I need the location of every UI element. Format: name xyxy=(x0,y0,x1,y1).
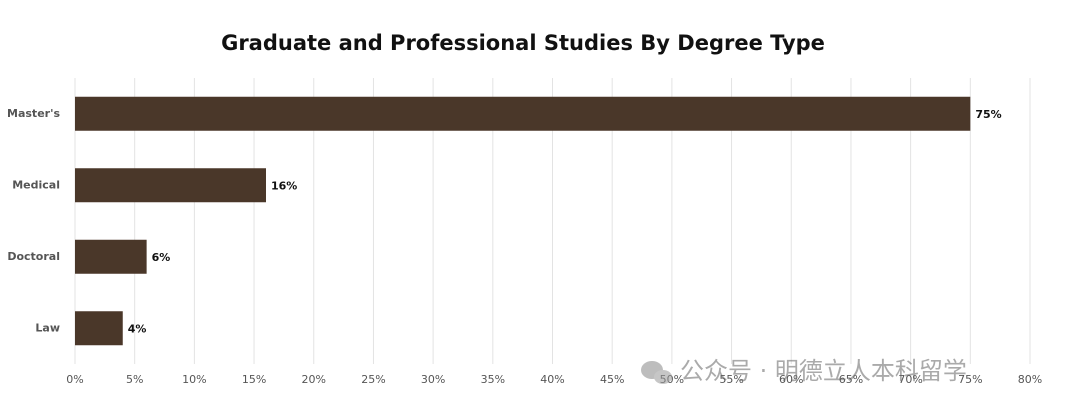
x-tick-label: 55% xyxy=(719,373,743,386)
chart-title: Graduate and Professional Studies By Deg… xyxy=(221,31,825,55)
x-tick-label: 30% xyxy=(421,373,445,386)
data-label: 4% xyxy=(128,322,147,335)
x-tick-label: 60% xyxy=(779,373,803,386)
x-tick-label: 0% xyxy=(66,373,83,386)
x-tick-label: 10% xyxy=(182,373,206,386)
y-tick-label: Medical xyxy=(12,178,60,191)
x-tick-label: 65% xyxy=(839,373,863,386)
x-tick-label: 20% xyxy=(302,373,326,386)
x-tick-label: 25% xyxy=(361,373,385,386)
x-tick-label: 5% xyxy=(126,373,143,386)
x-tick-label: 75% xyxy=(958,373,982,386)
x-tick-label: 70% xyxy=(898,373,922,386)
x-tick-label: 15% xyxy=(242,373,266,386)
bar xyxy=(75,311,123,346)
x-tick-label: 35% xyxy=(481,373,505,386)
bar xyxy=(75,239,147,274)
watermark: 公众号 · 明德立人本科留学 xyxy=(641,357,967,385)
x-tick-label: 45% xyxy=(600,373,624,386)
y-tick-label: Doctoral xyxy=(7,250,60,263)
watermark-icon xyxy=(654,370,672,384)
y-tick-label: Master's xyxy=(7,107,60,120)
plot-area: 0% 5% 10% 15% 20% 25% 30% 35% 40% 45% 50% 55% 60% 65%… xyxy=(7,78,1042,386)
data-label: 16% xyxy=(271,179,297,192)
data-label: 6% xyxy=(152,251,171,264)
x-tick-label: 80% xyxy=(1018,373,1042,386)
x-tick-label: 40% xyxy=(540,373,564,386)
bar xyxy=(75,96,971,131)
watermark-text: 公众号 · 明德立人本科留学 xyxy=(680,357,967,385)
bar xyxy=(75,168,266,203)
y-tick-label: Law xyxy=(35,321,60,334)
data-label: 75% xyxy=(975,108,1001,121)
